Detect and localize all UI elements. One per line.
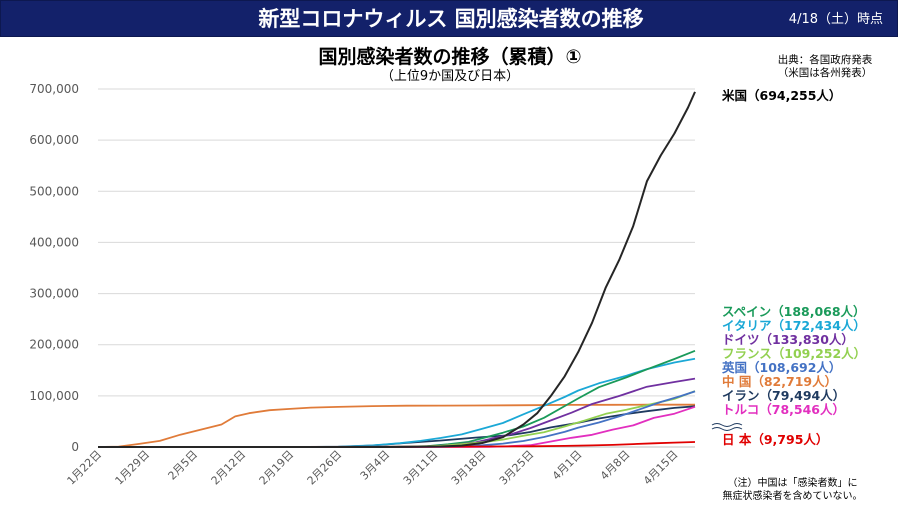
series-label-中国: 中 国（82,719人）	[722, 374, 837, 389]
series-label-イラン: イラン（79,494人）	[722, 388, 845, 403]
series-line-中国	[97, 403, 695, 448]
y-axis-ticks: 0 100,000 200,000 300,000 400,000 500,000 600,…	[29, 82, 79, 454]
x-tick-label: 2月5日	[166, 448, 201, 483]
x-tick-label: 3月18日	[449, 448, 489, 488]
x-tick-label: 2月12日	[209, 448, 249, 488]
source-line-2: （米国は各州発表）	[777, 67, 873, 79]
series-line-トルコ	[98, 405, 696, 448]
series-labels: 米国（694,255人） スペイン（188,068人）イタリア（172,434人）…	[721, 88, 866, 447]
series-line-イラン	[98, 405, 696, 448]
x-tick-label: 2月19日	[257, 448, 297, 488]
source-note: 出典：各国政府発表 （米国は各州発表）	[755, 54, 895, 80]
chart-title: 国別感染者数の推移（累積）①	[318, 46, 582, 68]
x-tick-label: 4月1日	[550, 448, 585, 483]
source-line-1: 出典：各国政府発表	[777, 54, 873, 66]
wave-line-2	[711, 427, 743, 431]
series-label-イタリア: イタリア（172,434人）	[722, 318, 866, 333]
series-line-ドイツ	[98, 377, 696, 448]
x-tick-label: 3月25日	[497, 448, 537, 488]
chart-subtitle: （上位9か国及び日本）	[380, 69, 520, 84]
x-tick-label: 3月4日	[358, 448, 393, 483]
y-tick-label: 600,000	[29, 133, 79, 147]
x-tick-label: 4月15日	[641, 448, 681, 488]
wave-line-1	[711, 423, 743, 427]
series-label-ドイツ: ドイツ（133,830人）	[722, 332, 854, 347]
header-date: 4/18（土）時点	[788, 12, 883, 27]
y-tick-label: 700,000	[29, 82, 79, 96]
y-tick-label: 400,000	[29, 235, 79, 249]
series-label-トルコ: トルコ（78,546人）	[722, 402, 845, 417]
series-label-英国: 英国（108,692人）	[722, 360, 841, 375]
y-tick-label: 100,000	[29, 389, 79, 403]
series-label-米国: 米国（694,255人）	[721, 88, 841, 103]
x-tick-label: 4月8日	[598, 448, 633, 483]
y-tick-label: 300,000	[29, 287, 79, 301]
y-tick-label: 200,000	[29, 338, 79, 352]
series-label-スペイン: スペイン（188,068人）	[722, 304, 866, 319]
x-tick-label: 1月29日	[113, 448, 153, 488]
series-line-米国	[98, 91, 696, 448]
y-tick-label: 500,000	[29, 184, 79, 198]
header-bar: 新型コロナウィルス 国別感染者数の推移 4/18（土）時点	[0, 0, 898, 37]
series-lines	[97, 91, 696, 448]
x-tick-label: 2月26日	[305, 448, 345, 488]
header-title: 新型コロナウィルス 国別感染者数の推移	[258, 7, 644, 31]
series-line-イタリア	[98, 357, 696, 448]
footnote: （注）中国は「感染者数」に 無症状感染者を含めていない。	[690, 477, 895, 503]
x-tick-label: 3月11日	[401, 448, 441, 488]
footnote-line-1: （注）中国は「感染者数」に	[727, 478, 858, 489]
footnote-line-2: 無症状感染者を含めていない。	[722, 491, 863, 502]
x-axis-ticks: 1月22日 1月29日 2月5日 2月12日 2月19日 2月26日 3月4日 3月11日 3月…	[65, 448, 681, 488]
series-label-フランス: フランス（109,252人）	[722, 346, 866, 361]
grid-lines	[98, 88, 695, 448]
series-label-日本: 日 本（9,795人）	[722, 432, 828, 447]
y-tick-label: 0	[71, 440, 79, 454]
legend-wave-separator	[711, 423, 743, 431]
